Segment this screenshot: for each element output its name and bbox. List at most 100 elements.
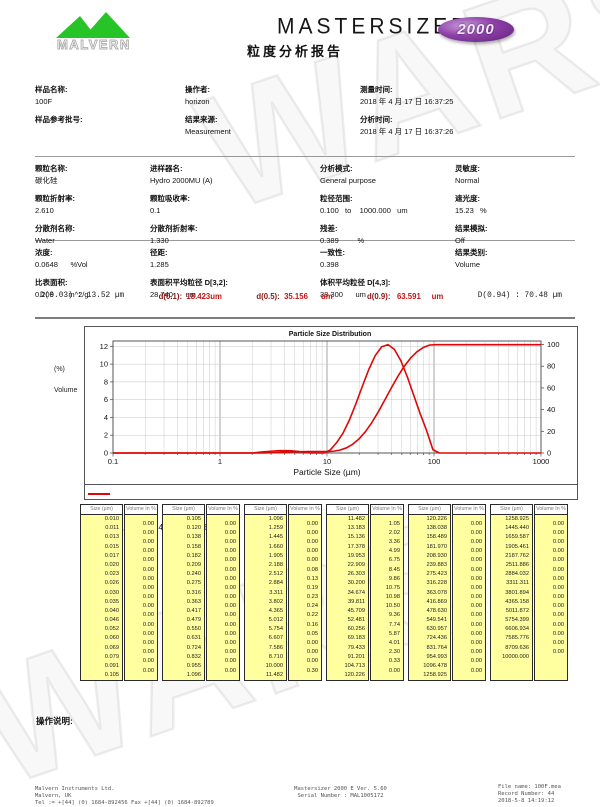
svg-text:10: 10 [100,360,108,369]
chart-title: Particle Size Distribution [289,331,371,338]
size-cell: 239.883 [426,561,447,568]
size-cell: 19.953 [347,552,365,559]
volume-cell: 0.08 [306,566,318,573]
field-label: 结果模拟: [455,224,488,233]
volume-cell: 0.00 [470,658,482,665]
volume-cell: 0.00 [470,538,482,545]
volume-cell: 0.00 [552,649,564,656]
field-value: Normal [455,176,480,185]
size-cell: 0.631 [186,635,201,642]
volume-cell: 0.19 [306,584,318,591]
volume-column: Volume In % 0.00 0.00 0.00 0.00 0.00 0.00 0.00 0… [452,504,486,681]
field-label: 分散剂折射率: [150,224,198,233]
volume-cell: 0.00 [224,612,236,619]
size-cell: 0.011 [105,525,119,532]
svg-text:1000: 1000 [533,457,550,466]
d-percentiles-row: D(0.03) : 13.52 µm d(0.1): 18.423um d(0.… [40,292,562,301]
size-cell: 316.228 [426,580,447,587]
volume-cell: 0.00 [306,538,318,545]
field-value: 0.1 [150,206,161,215]
size-cell: 0.020 [104,561,119,568]
volume-cell: 0.00 [142,584,154,591]
volume-cell: 0.00 [142,566,154,573]
size-header: Size (µm) [245,505,286,515]
field-value: 0.100 to 1000.000 um [320,206,408,215]
report-title: 粒度分析报告 [247,44,344,59]
field: 粒径范围: 0.100 to 1000.000 um [320,192,455,217]
volume-cell: 0.00 [306,649,318,656]
field-value: 0.0648 %Vol [35,260,88,269]
field-label: 进样器名: [150,164,183,173]
size-cell: 1.096 [268,516,283,522]
size-cell: 5011.872 [505,607,529,614]
volume-header: Volume In % [289,505,321,515]
field-value: 28.740 um [150,290,196,299]
size-cell: 17.378 [347,543,365,550]
field-label: 样品参考批号: [35,115,83,124]
legend-line-marker [88,493,110,495]
size-column: Size (µm) 11.482 13.183 15.136 17.378 19.953 2… [326,504,369,681]
volume-cell: 0.33 [388,658,400,665]
size-cell: 8.710 [268,653,283,660]
svg-text:10: 10 [323,457,331,466]
footer-company: Malvern Instruments Ltd. Malvern, UK Tel :… [35,786,214,806]
volume-cell: 0.00 [470,520,482,527]
field-value: 碳化硅 [35,176,58,185]
size-cell: 0.060 [104,635,119,642]
field-label: 粒径范围: [320,194,353,203]
volume-column: Volume In % 0.00 0.00 0.00 0.00 0.00 0.00 0.00 0… [124,504,158,681]
volume-cell: 0.00 [224,584,236,591]
field-label: 浓度: [35,248,53,257]
size-column: Size (µm) 1258.925 1445.440 1659.587 1905.46… [490,504,533,681]
field: 分散剂折射率: 1.330 [150,222,320,247]
size-cell: 0.079 [104,653,119,660]
size-cell: 0.316 [186,589,201,596]
volume-cell: 0.00 [552,566,564,573]
volume-cell: 0.00 [224,566,236,573]
size-cell: 2884.032 [505,571,529,578]
svg-text:0.1: 0.1 [108,457,118,466]
size-cell: 0.046 [104,617,119,624]
field-label: 表面积平均粒径 D[3,2]: [150,278,228,287]
field: 一致性: 0.398 [320,246,455,271]
volume-cell: 0.00 [552,640,564,647]
left-axis-label: (%) Volume [54,366,78,394]
field-label: 遮光度: [455,194,480,203]
field: 进样器名: Hydro 2000MU (A) [150,162,320,187]
volume-cell: 0.00 [552,557,564,564]
field-label: 颗粒名称: [35,164,68,173]
volume-cell: 0.00 [224,667,236,674]
volume-cell: 0.00 [224,548,236,555]
field-value: 38.300 um [320,290,366,299]
svg-text:0: 0 [547,449,551,458]
volume-cell: 0.00 [552,584,564,591]
size-cell: 1258.925 [423,672,447,679]
volume-cell: 0.00 [224,658,236,665]
size-cell: 1258.925 [505,516,529,522]
measurement-settings-section: 颗粒名称: 碳化硅 进样器名: Hydro 2000MU (A) 分析模式: Genera… [35,162,580,252]
field-label: 残差: [320,224,338,233]
svg-text:0: 0 [104,449,108,458]
size-cell: 7585.776 [505,635,529,642]
field: 样品名称: 100F [35,83,185,108]
field-label: 测量时间: [360,85,393,94]
field-value: Hydro 2000MU (A) [150,176,213,185]
size-cell: 0.105 [186,516,201,522]
volume-cell: 0.00 [470,603,482,610]
size-cell: 181.970 [426,543,447,550]
mastersizer-2000-badge: 2000 [438,17,514,42]
size-cell: 2187.762 [505,552,529,559]
divider [35,240,575,241]
size-column: Size (µm) 1.096 1.259 1.445 1.660 1.905 2.188 2… [244,504,287,681]
svg-text:12: 12 [100,342,108,351]
field-label: 结果来源: [185,115,218,124]
volume-cell: 9.36 [388,612,400,619]
volume-cell: 0.00 [470,594,482,601]
field: 径距: 1.285 [150,246,320,271]
field-label: 分散剂名称: [35,224,75,233]
brand-text: MALVERN [57,37,131,52]
volume-cell: 0.00 [470,640,482,647]
volume-cell: 0.00 [142,594,154,601]
volume-cell: 0.00 [224,594,236,601]
